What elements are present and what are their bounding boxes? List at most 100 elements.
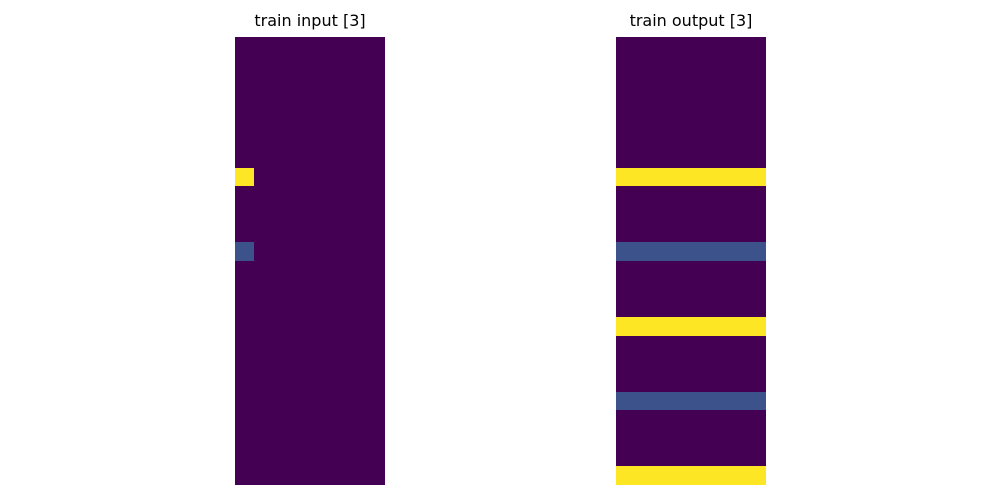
grid-cell <box>709 316 729 336</box>
grid-cell <box>291 167 310 187</box>
grid-cell <box>634 111 654 131</box>
grid-cell <box>653 242 673 261</box>
grid-cell <box>328 111 348 131</box>
grid-cell <box>291 316 310 336</box>
grid-cell <box>272 372 292 392</box>
grid-cell <box>272 279 292 299</box>
grid-cell <box>672 410 691 429</box>
grid-cell <box>634 298 654 317</box>
grid-cell <box>728 372 748 392</box>
grid-cell <box>728 447 748 467</box>
grid-cell <box>272 204 292 224</box>
train-output-title: train output [3] <box>629 11 753 30</box>
grid-cell <box>709 37 729 56</box>
grid-cell <box>691 410 710 429</box>
grid-cell <box>235 55 254 75</box>
grid-cell <box>310 260 329 280</box>
grid-cell <box>366 130 385 149</box>
grid-cell <box>728 242 748 261</box>
grid-cell <box>272 167 292 187</box>
grid-cell <box>347 428 367 448</box>
grid-cell <box>235 316 254 336</box>
grid-cell <box>616 130 635 149</box>
grid-cell <box>653 279 673 299</box>
grid-cell <box>634 92 654 112</box>
grid-cell <box>709 111 729 131</box>
grid-cell <box>634 316 654 336</box>
grid-cell <box>272 335 292 355</box>
grid-cell <box>310 186 329 205</box>
grid-cell <box>634 279 654 299</box>
grid-cell <box>253 279 273 299</box>
grid-cell <box>616 447 635 467</box>
grid-cell <box>310 410 329 429</box>
grid-cell <box>328 354 348 373</box>
grid-cell <box>747 279 766 299</box>
grid-cell <box>328 74 348 93</box>
grid-cell <box>747 354 766 373</box>
grid-cell <box>616 55 635 75</box>
grid-cell <box>653 316 673 336</box>
grid-cell <box>291 130 310 149</box>
grid-cell <box>672 204 691 224</box>
grid-cell <box>728 335 748 355</box>
grid-cell <box>653 186 673 205</box>
grid-cell <box>728 148 748 168</box>
grid-cell <box>235 447 254 467</box>
grid-cell <box>328 279 348 299</box>
grid-cell <box>728 130 748 149</box>
grid-cell <box>653 428 673 448</box>
grid-cell <box>272 74 292 93</box>
grid-cell <box>328 260 348 280</box>
grid-cell <box>634 447 654 467</box>
grid-cell <box>747 74 766 93</box>
grid-cell <box>272 410 292 429</box>
grid-cell <box>709 428 729 448</box>
grid-cell <box>347 37 367 56</box>
grid-cell <box>672 130 691 149</box>
grid-cell <box>672 167 691 187</box>
grid-cell <box>709 354 729 373</box>
grid-cell <box>691 74 710 93</box>
grid-cell <box>347 111 367 131</box>
grid-cell <box>253 298 273 317</box>
grid-cell <box>634 55 654 75</box>
grid-cell <box>328 335 348 355</box>
grid-cell <box>235 186 254 205</box>
grid-cell <box>328 186 348 205</box>
grid-cell <box>653 111 673 131</box>
grid-cell <box>328 298 348 317</box>
grid-cell <box>310 354 329 373</box>
grid-cell <box>747 167 766 187</box>
grid-cell <box>653 447 673 467</box>
grid-cell <box>366 55 385 75</box>
grid-cell <box>747 55 766 75</box>
grid-cell <box>747 391 766 411</box>
grid-cell <box>616 298 635 317</box>
grid-cell <box>253 223 273 243</box>
grid-cell <box>328 37 348 56</box>
grid-cell <box>672 37 691 56</box>
grid-cell <box>310 55 329 75</box>
grid-cell <box>272 391 292 411</box>
grid-cell <box>253 447 273 467</box>
grid-cell <box>691 354 710 373</box>
grid-cell <box>653 223 673 243</box>
grid-cell <box>616 242 635 261</box>
grid-cell <box>347 391 367 411</box>
grid-cell <box>672 391 691 411</box>
grid-cell <box>253 37 273 56</box>
grid-cell <box>347 372 367 392</box>
grid-cell <box>709 55 729 75</box>
grid-cell <box>634 391 654 411</box>
grid-cell <box>653 391 673 411</box>
grid-cell <box>672 111 691 131</box>
grid-cell <box>310 335 329 355</box>
grid-cell <box>366 204 385 224</box>
grid-cell <box>366 186 385 205</box>
grid-cell <box>291 74 310 93</box>
grid-cell <box>672 447 691 467</box>
grid-cell <box>616 204 635 224</box>
grid-cell <box>747 372 766 392</box>
grid-cell <box>366 316 385 336</box>
